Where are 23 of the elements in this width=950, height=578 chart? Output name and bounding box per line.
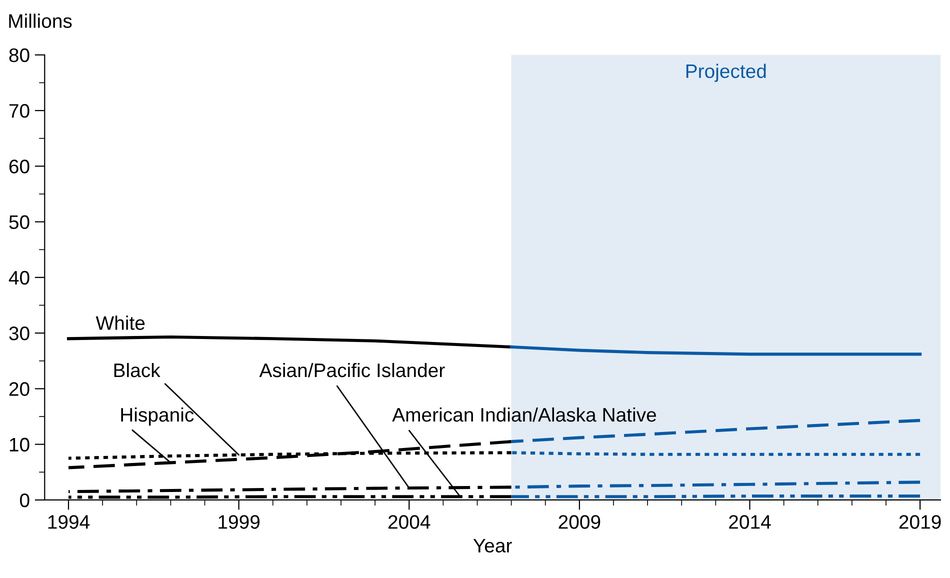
y-tick-label: 80	[9, 48, 30, 62]
x-axis-title: Year	[473, 538, 512, 553]
band-label: Projected	[686, 64, 766, 82]
x-tick-label: 2014	[729, 515, 771, 529]
x-tick-label: 2004	[388, 515, 430, 529]
y-tick-label: 40	[8, 270, 30, 285]
x-tick-label: 2019	[899, 515, 941, 529]
x-tick-label: 1994	[48, 515, 90, 529]
text: American Indian/Alaska Native	[392, 407, 656, 422]
x-tick-label: 2009	[558, 515, 600, 529]
y-tick-label: 30	[9, 326, 30, 340]
y-tick-label: 10	[10, 438, 30, 452]
text: Asian/Pacific Islander	[259, 362, 445, 378]
y-tick-label: 20	[9, 382, 30, 396]
y-tick-label: 60	[9, 160, 30, 174]
x-tick-label: 1999	[218, 515, 260, 529]
y-tick-label: 50	[9, 215, 30, 230]
text: Black	[114, 362, 160, 378]
series-label: White	[96, 316, 145, 330]
series-label: Hispanic	[121, 407, 194, 426]
y-tick-label: 70	[9, 104, 30, 118]
y-tick-label: 0	[20, 493, 30, 508]
y-axis-title: Millions	[9, 14, 72, 28]
